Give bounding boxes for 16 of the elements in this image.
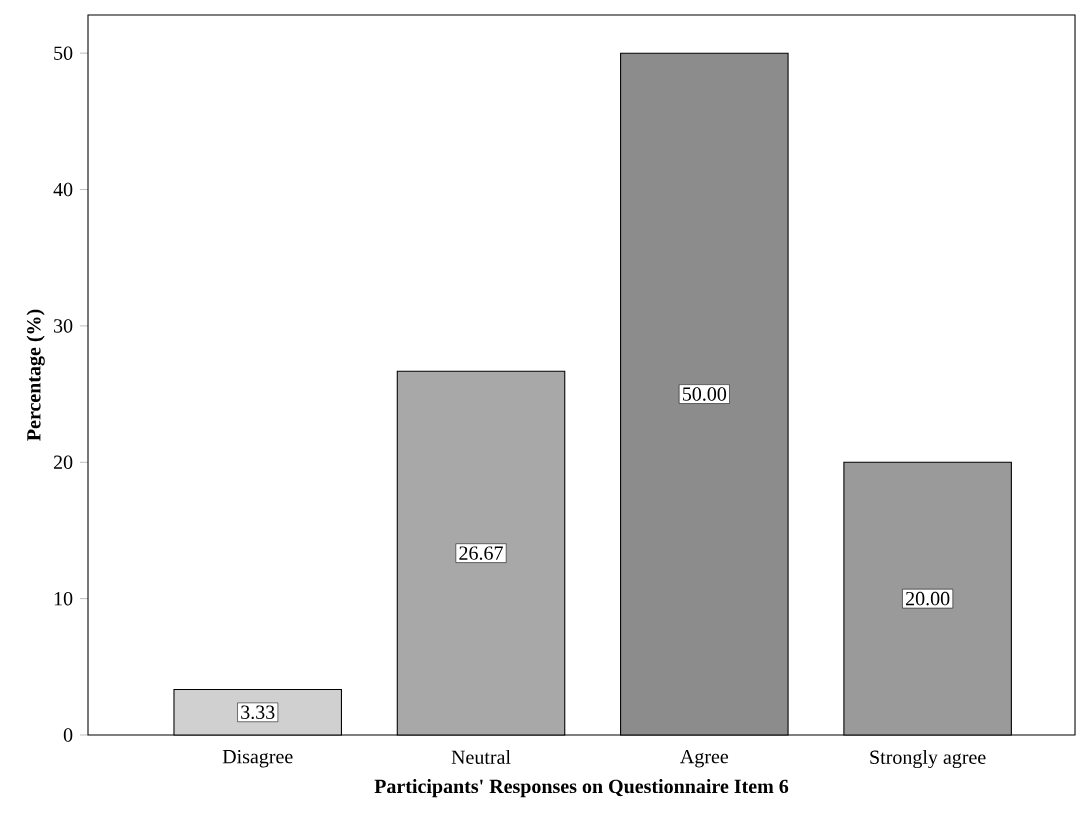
y-tick-label: 40 xyxy=(53,182,73,197)
data-label: 20.00 xyxy=(906,591,950,606)
data-label: 50.00 xyxy=(683,387,727,401)
y-tick-label: 20 xyxy=(53,455,73,470)
y-tick-label: 10 xyxy=(54,591,73,606)
x-tick-label: Neutral xyxy=(451,749,511,764)
x-tick-label: Agree xyxy=(680,749,729,768)
y-tick-label: 50 xyxy=(54,46,73,60)
y-axis-title: Percentage (%) xyxy=(26,309,45,441)
data-label: 3.33 xyxy=(241,705,275,720)
y-tick-label: 30 xyxy=(54,319,73,333)
x-tick-label: Strongly agree xyxy=(870,749,986,769)
y-tick-label: 0 xyxy=(63,728,73,742)
data-label: 26.67 xyxy=(459,546,503,560)
x-axis-title: Participants' Responses on Questionnaire Item 6 xyxy=(374,779,789,798)
x-tick-label: Disagree xyxy=(222,749,293,768)
